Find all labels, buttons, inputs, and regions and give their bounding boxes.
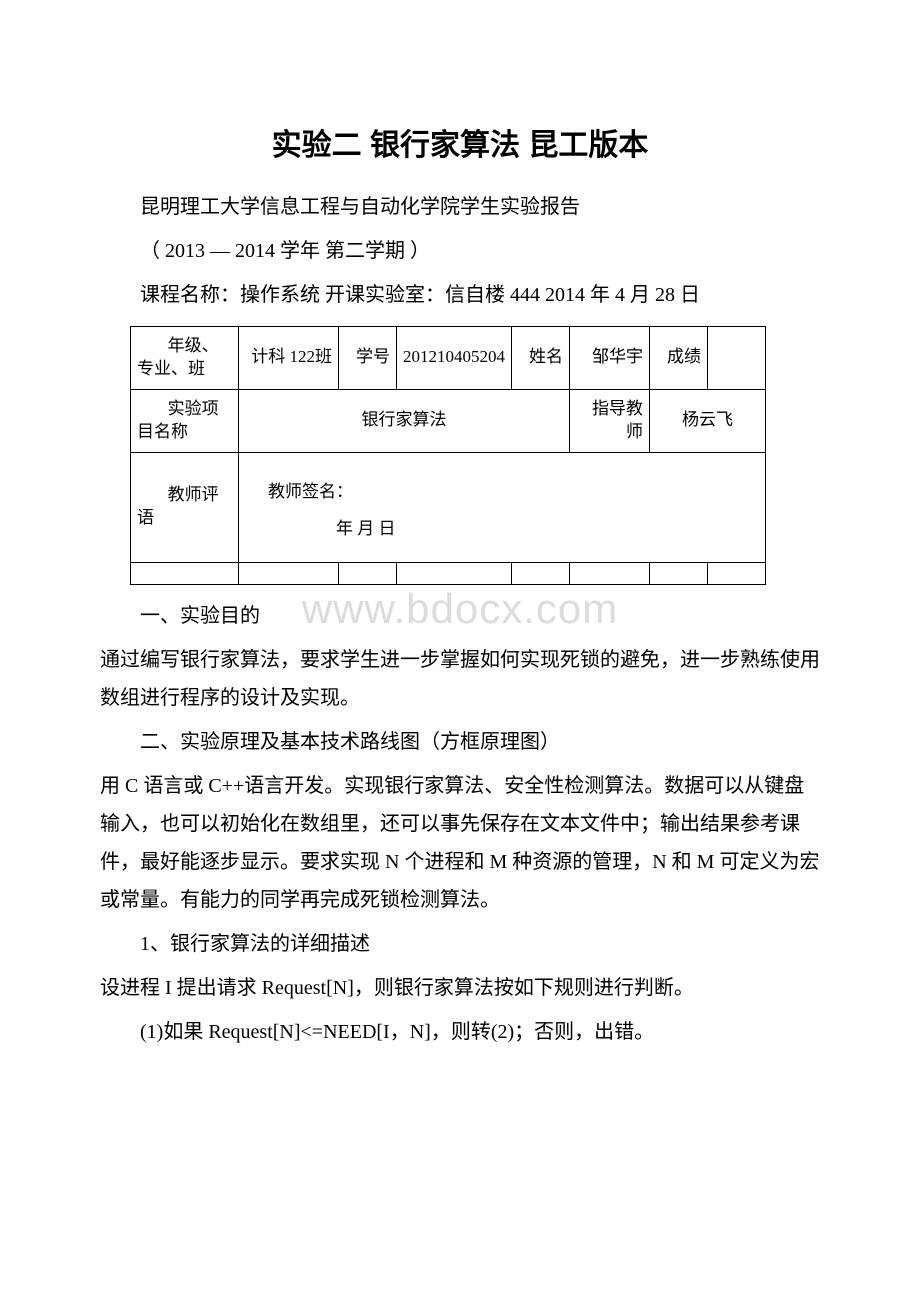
section-2-title: 二、实验原理及基本技术路线图（方框原理图） <box>100 723 820 761</box>
section-2-p1: 用 C 语言或 C++语言开发。实现银行家算法、安全性检测算法。数据可以从键盘输… <box>100 767 820 919</box>
project-value: 银行家算法 <box>239 401 569 440</box>
table-row: 实验项目名称 银行家算法 指导教师 杨云飞 <box>131 389 766 452</box>
table-row: 年级、专业、班 计科 122班 学号 201210405204 姓名 邹华宇 成… <box>131 327 766 390</box>
section-2-p4: (1)如果 Request[N]<=NEED[I，N]，则转(2)；否则，出错。 <box>100 1013 820 1051</box>
name-value: 邹华宇 <box>570 338 649 377</box>
score-value <box>708 350 765 366</box>
intro-line-3: 课程名称：操作系统 开课实验室：信自楼 444 2014 年 4 月 28 日 <box>100 276 820 314</box>
table-row: 教师评语 教师签名： 年 月 日 <box>131 452 766 562</box>
id-value: 201210405204 <box>397 338 511 377</box>
table-row <box>131 562 766 584</box>
advisor-label: 指导教师 <box>570 390 649 452</box>
id-label: 学号 <box>339 338 396 377</box>
intro-line-2: （ 2013 — 2014 学年 第二学期 ） <box>100 232 820 270</box>
section-2-p2: 1、银行家算法的详细描述 <box>100 925 820 963</box>
signature-label: 教师签名： <box>251 473 753 510</box>
info-table: 年级、专业、班 计科 122班 学号 201210405204 姓名 邹华宇 成… <box>130 326 766 585</box>
section-1-title: 一、实验目的 <box>100 597 820 635</box>
section-1-body: 通过编写银行家算法，要求学生进一步掌握如何实现死锁的避免，进一步熟练使用数组进行… <box>100 641 820 717</box>
grade-value: 计科 122班 <box>239 338 338 377</box>
comment-label: 教师评语 <box>131 476 238 538</box>
document-title: 实验二 银行家算法 昆工版本 <box>100 120 820 164</box>
section-2-p3: 设进程 I 提出请求 Request[N]，则银行家算法按如下规则进行判断。 <box>100 969 820 1007</box>
advisor-value: 杨云飞 <box>650 401 765 440</box>
score-label: 成绩 <box>650 338 707 377</box>
intro-line-1: 昆明理工大学信息工程与自动化学院学生实验报告 <box>100 188 820 226</box>
project-label: 实验项目名称 <box>131 390 238 452</box>
signature-cell: 教师签名： 年 月 日 <box>239 453 765 562</box>
name-label: 姓名 <box>512 338 569 377</box>
grade-label: 年级、专业、班 <box>131 327 238 389</box>
date-label: 年 月 日 <box>251 510 753 547</box>
